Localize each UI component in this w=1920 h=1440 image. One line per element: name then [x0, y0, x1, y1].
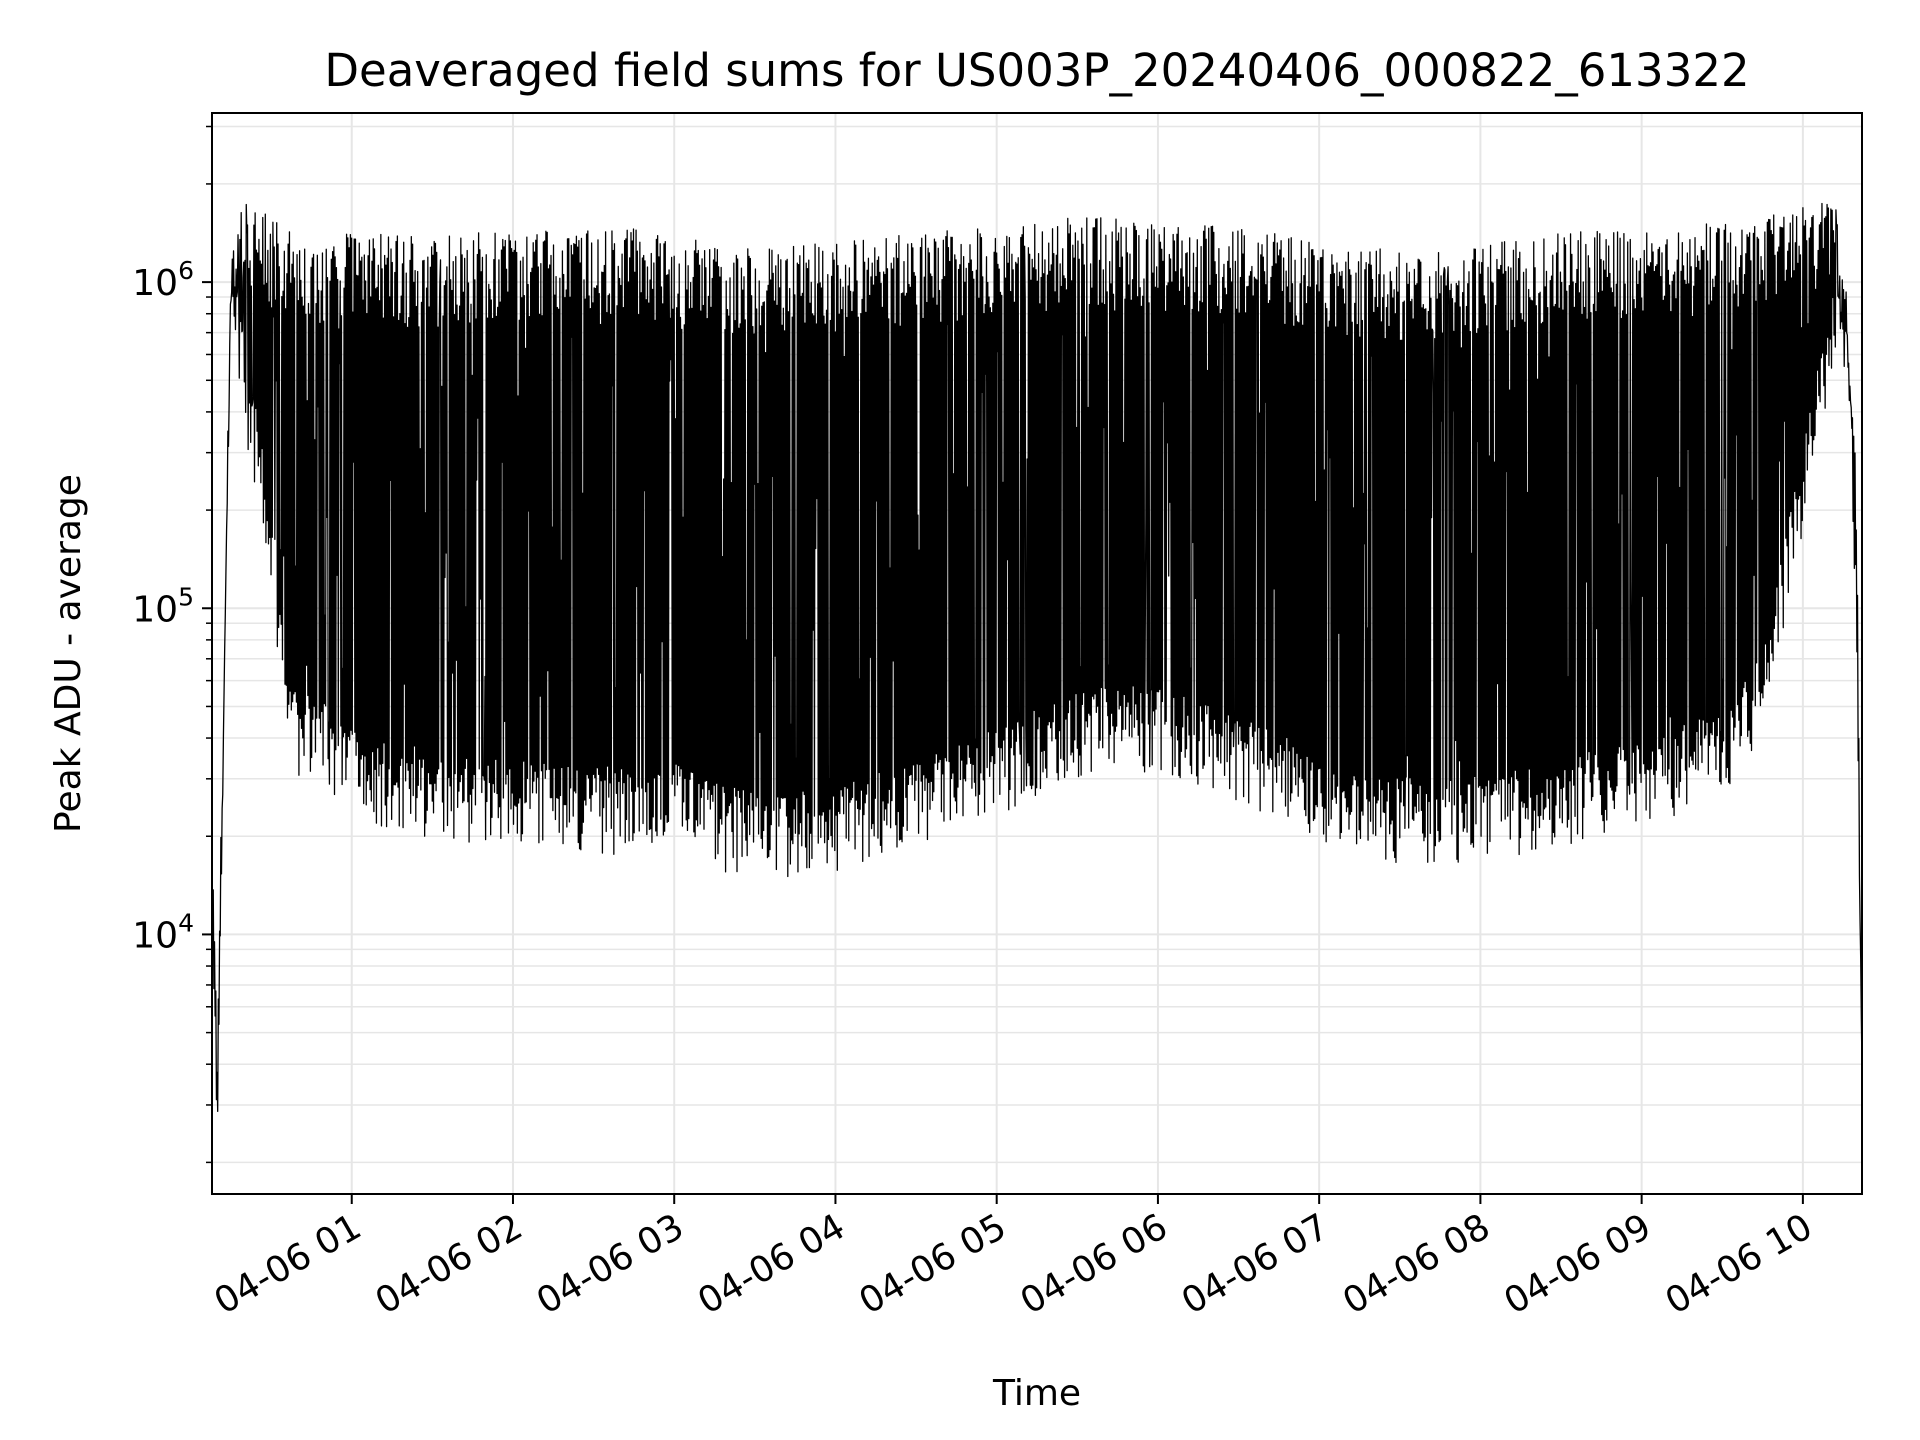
x-tick-label: 04-06 05 — [853, 1206, 1014, 1322]
x-tick-label: 04-06 02 — [369, 1206, 530, 1322]
chart-title: Deaveraged field sums for US003P_2024040… — [324, 44, 1749, 97]
x-tick-label: 04-06 01 — [208, 1206, 369, 1322]
data-layer — [211, 202, 1863, 1112]
x-tick-label: 04-06 07 — [1175, 1206, 1336, 1322]
x-tick-label: 04-06 04 — [691, 1206, 852, 1322]
y-tick-label: 104 — [132, 908, 194, 956]
plot-frame — [211, 112, 1863, 1195]
y-tick-label: 105 — [132, 582, 194, 630]
x-tick-label: 04-06 03 — [530, 1206, 691, 1322]
x-tick-label: 04-06 10 — [1659, 1206, 1820, 1322]
x-axis-label: Time — [992, 1373, 1081, 1414]
x-tick-label: 04-06 06 — [1014, 1206, 1175, 1322]
y-axis-label: Peak ADU - average — [48, 474, 89, 833]
series-line — [211, 202, 1863, 1112]
y-tick-label: 106 — [132, 256, 194, 304]
x-tick-label: 04-06 09 — [1497, 1206, 1658, 1322]
x-tick-label: 04-06 08 — [1336, 1206, 1497, 1322]
